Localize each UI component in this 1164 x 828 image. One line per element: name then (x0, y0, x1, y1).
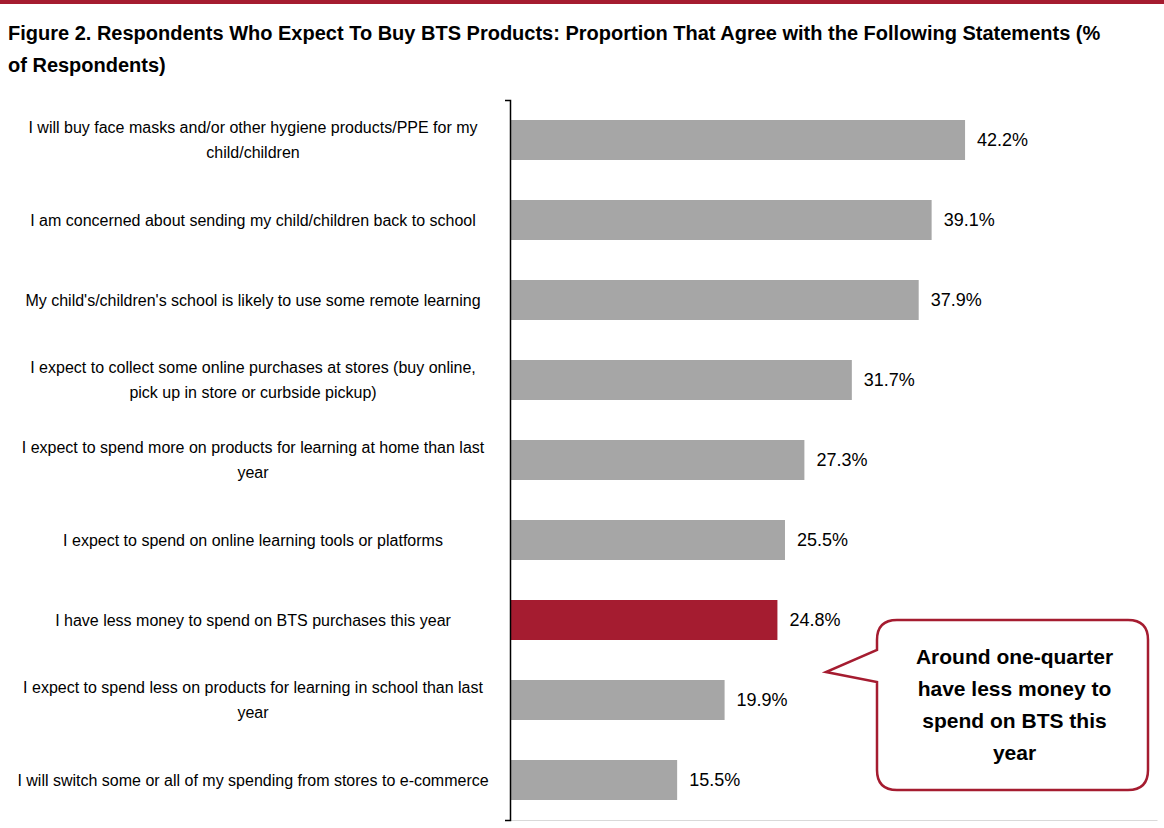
data-label: 39.1% (944, 210, 995, 230)
data-label: 42.2% (977, 130, 1028, 150)
x-axis (511, 820, 1158, 821)
tick: My child's/children's school is likely t… (25, 292, 480, 309)
callout-box (826, 620, 1148, 790)
annotation-line: Around one-quarter (916, 645, 1113, 668)
bar (510, 120, 965, 160)
tick-label: I expect to spend on online learning too… (63, 532, 443, 549)
tick-label: I have less money to spend on BTS purcha… (55, 612, 451, 629)
data-label: 19.9% (737, 690, 788, 710)
bar (510, 440, 804, 480)
y-axis-line (505, 101, 511, 821)
tick: I have less money to spend on BTS purcha… (55, 612, 451, 629)
annotation-line: have less money to (918, 677, 1112, 700)
tick: I am concerned about sending my child/ch… (30, 212, 476, 229)
tick-label: I will switch some or all of my spending… (17, 772, 488, 789)
annotation-line: spend on BTS this (922, 709, 1106, 732)
x-axis-line (511, 820, 1158, 821)
annotation: Around one-quarter have less money to spen… (826, 620, 1148, 790)
tick-label: I expect to collect some online purchase… (30, 359, 476, 401)
tick-label: I expect to spend more on products for l… (22, 439, 485, 481)
data-label: 27.3% (816, 450, 867, 470)
data-label: 24.8% (789, 610, 840, 630)
data-label: 15.5% (689, 770, 740, 790)
bar (510, 280, 919, 320)
bar (510, 200, 932, 240)
bar (510, 760, 677, 800)
tick-label: I expect to spend less on products for l… (23, 679, 483, 721)
tick: I expect to spend more on products for l… (22, 439, 485, 481)
data-label: 25.5% (797, 530, 848, 550)
data-label: 37.9% (931, 290, 982, 310)
tick-label: I am concerned about sending my child/ch… (30, 212, 476, 229)
tick-label: My child's/children's school is likely t… (25, 292, 480, 309)
tick: I expect to spend on online learning too… (63, 532, 443, 549)
title: Figure 2. Respondents Who Expect To Buy … (8, 22, 1100, 76)
annotation-line: year (993, 741, 1036, 764)
tick-label: I will buy face masks and/or other hygie… (28, 119, 477, 161)
bar (510, 600, 777, 640)
annotation-text: Around one-quarter have less money to spen… (916, 645, 1113, 764)
data-label: 31.7% (864, 370, 915, 390)
tick: I will switch some or all of my spending… (17, 772, 488, 789)
tick: I expect to spend less on products for l… (23, 679, 483, 721)
tick: I expect to collect some online purchase… (30, 359, 476, 401)
bar (510, 520, 785, 560)
tick: I will buy face masks and/or other hygie… (28, 119, 477, 161)
y-axis: I will buy face masks and/or other hygie… (17, 101, 510, 821)
bar (510, 360, 852, 400)
top-rule (0, 0, 1164, 4)
bar (510, 680, 725, 720)
chart: Figure 2. Respondents Who Expect To Buy … (0, 0, 1164, 828)
